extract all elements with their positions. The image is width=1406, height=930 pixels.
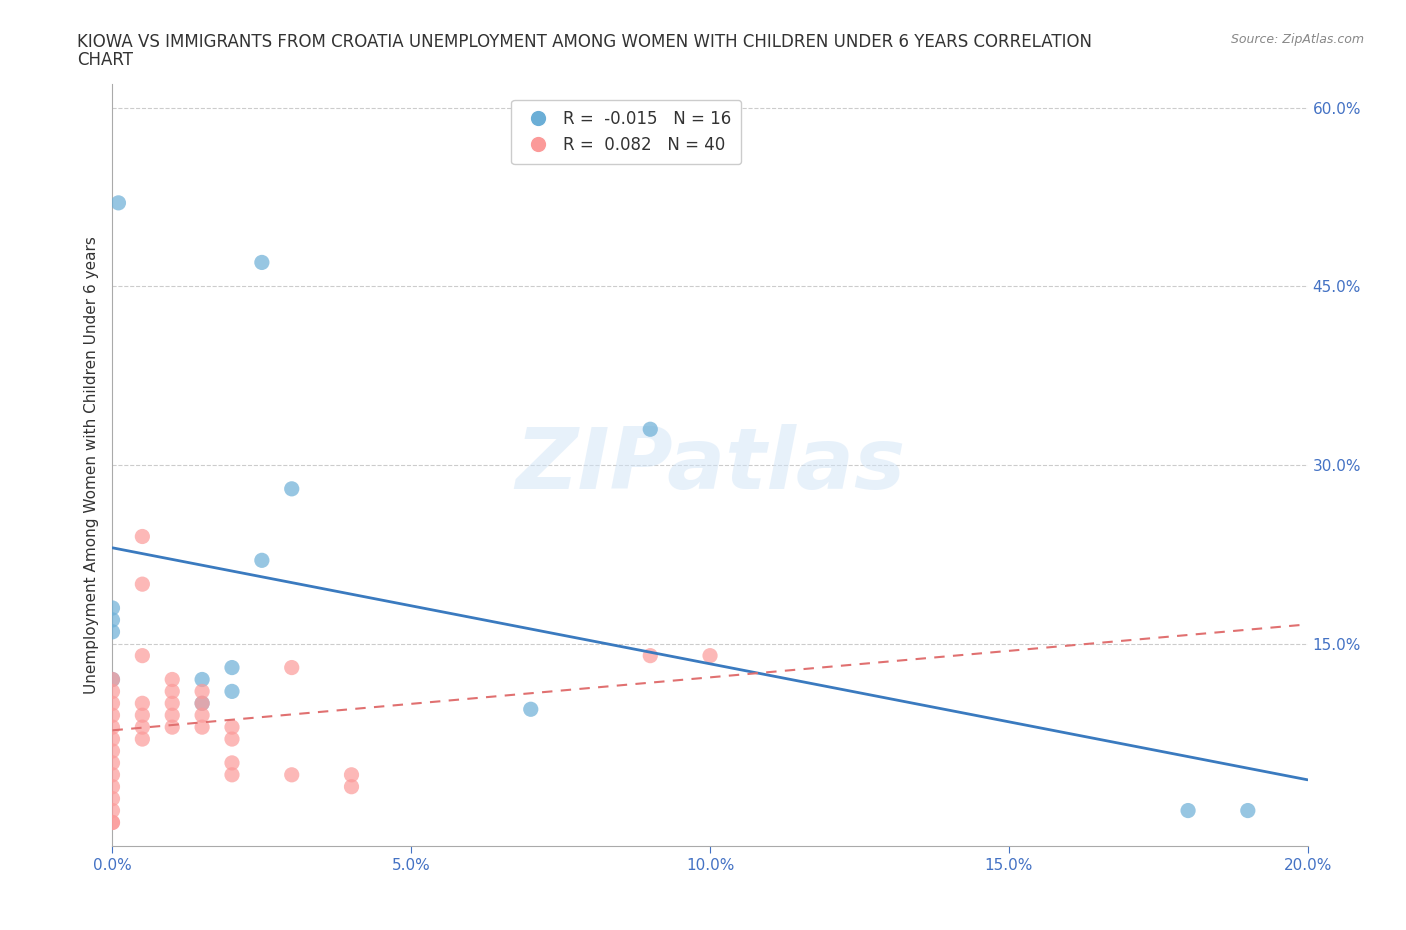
Point	[162, 696, 183, 711]
Point	[221, 720, 243, 735]
Point	[250, 255, 273, 270]
Point	[131, 708, 153, 723]
Point	[101, 767, 124, 782]
Point	[101, 613, 124, 628]
Legend: R =  -0.015   N = 16, R =  0.082   N = 40: R = -0.015 N = 16, R = 0.082 N = 40	[512, 100, 741, 164]
Text: Source: ZipAtlas.com: Source: ZipAtlas.com	[1230, 33, 1364, 46]
Point	[221, 767, 243, 782]
Point	[221, 660, 243, 675]
Point	[162, 672, 183, 687]
Point	[191, 672, 214, 687]
Point	[101, 779, 124, 794]
Point	[162, 708, 183, 723]
Text: CHART: CHART	[77, 51, 134, 69]
Point	[107, 195, 129, 210]
Point	[221, 755, 243, 770]
Point	[191, 684, 214, 698]
Point	[162, 720, 183, 735]
Point	[1237, 804, 1260, 818]
Text: ZIPatlas: ZIPatlas	[515, 423, 905, 507]
Point	[640, 422, 662, 437]
Point	[101, 672, 124, 687]
Point	[101, 624, 124, 639]
Point	[101, 720, 124, 735]
Point	[191, 708, 214, 723]
Point	[1177, 804, 1199, 818]
Point	[101, 804, 124, 818]
Point	[101, 696, 124, 711]
Point	[250, 552, 273, 567]
Point	[640, 648, 662, 663]
Point	[281, 482, 304, 497]
Point	[101, 744, 124, 759]
Point	[101, 672, 124, 687]
Text: KIOWA VS IMMIGRANTS FROM CROATIA UNEMPLOYMENT AMONG WOMEN WITH CHILDREN UNDER 6 : KIOWA VS IMMIGRANTS FROM CROATIA UNEMPLO…	[77, 33, 1092, 50]
Point	[131, 732, 153, 747]
Point	[281, 660, 304, 675]
Point	[162, 684, 183, 698]
Point	[101, 732, 124, 747]
Point	[340, 767, 363, 782]
Point	[191, 696, 214, 711]
Point	[101, 815, 124, 830]
Point	[101, 815, 124, 830]
Point	[131, 720, 153, 735]
Point	[101, 755, 124, 770]
Point	[131, 529, 153, 544]
Point	[699, 648, 721, 663]
Point	[131, 696, 153, 711]
Point	[131, 648, 153, 663]
Y-axis label: Unemployment Among Women with Children Under 6 years: Unemployment Among Women with Children U…	[83, 236, 98, 694]
Point	[101, 684, 124, 698]
Point	[221, 732, 243, 747]
Point	[131, 577, 153, 591]
Point	[191, 696, 214, 711]
Point	[340, 779, 363, 794]
Point	[101, 708, 124, 723]
Point	[281, 767, 304, 782]
Point	[101, 601, 124, 616]
Point	[101, 791, 124, 806]
Point	[520, 702, 543, 717]
Point	[221, 684, 243, 698]
Point	[191, 720, 214, 735]
